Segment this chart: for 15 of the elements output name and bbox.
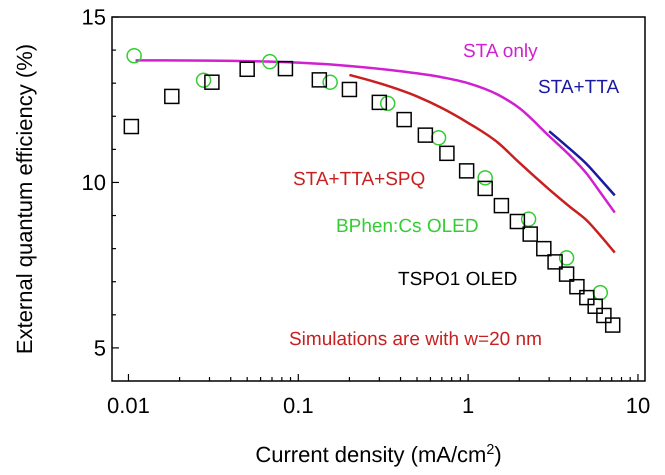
annotation: Simulations are with w=20 nm — [289, 329, 542, 350]
x-tick-label: 1 — [462, 393, 474, 418]
x-tick-label: 10 — [626, 393, 650, 418]
series-label: STA+TTA — [538, 77, 620, 98]
x-tick-label: 0.1 — [283, 393, 314, 418]
y-tick-label: 15 — [82, 4, 106, 30]
y-tick-label: 5 — [94, 336, 106, 361]
y-tick-label: 10 — [82, 170, 106, 196]
x-axis-title: Current density (mA/cm$^{2}$) — [255, 442, 502, 467]
series-label: BPhen:Cs OLED — [336, 216, 479, 237]
x-tick-label: 0.01 — [107, 393, 150, 418]
series-label: TSPO1 OLED — [398, 269, 518, 290]
text: STA+TTA+SPQ — [293, 169, 426, 190]
y-axis-title: External quantum efficiency (%) — [12, 44, 37, 354]
series-label: STA only — [463, 41, 538, 62]
